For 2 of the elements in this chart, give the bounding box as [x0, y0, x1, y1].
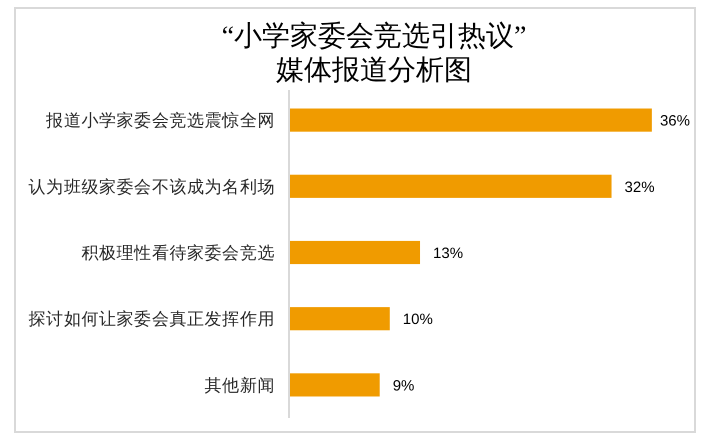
title: “小学家委会竞选引热议”: [222, 21, 526, 52]
title: 媒体报道分析图: [276, 55, 472, 86]
